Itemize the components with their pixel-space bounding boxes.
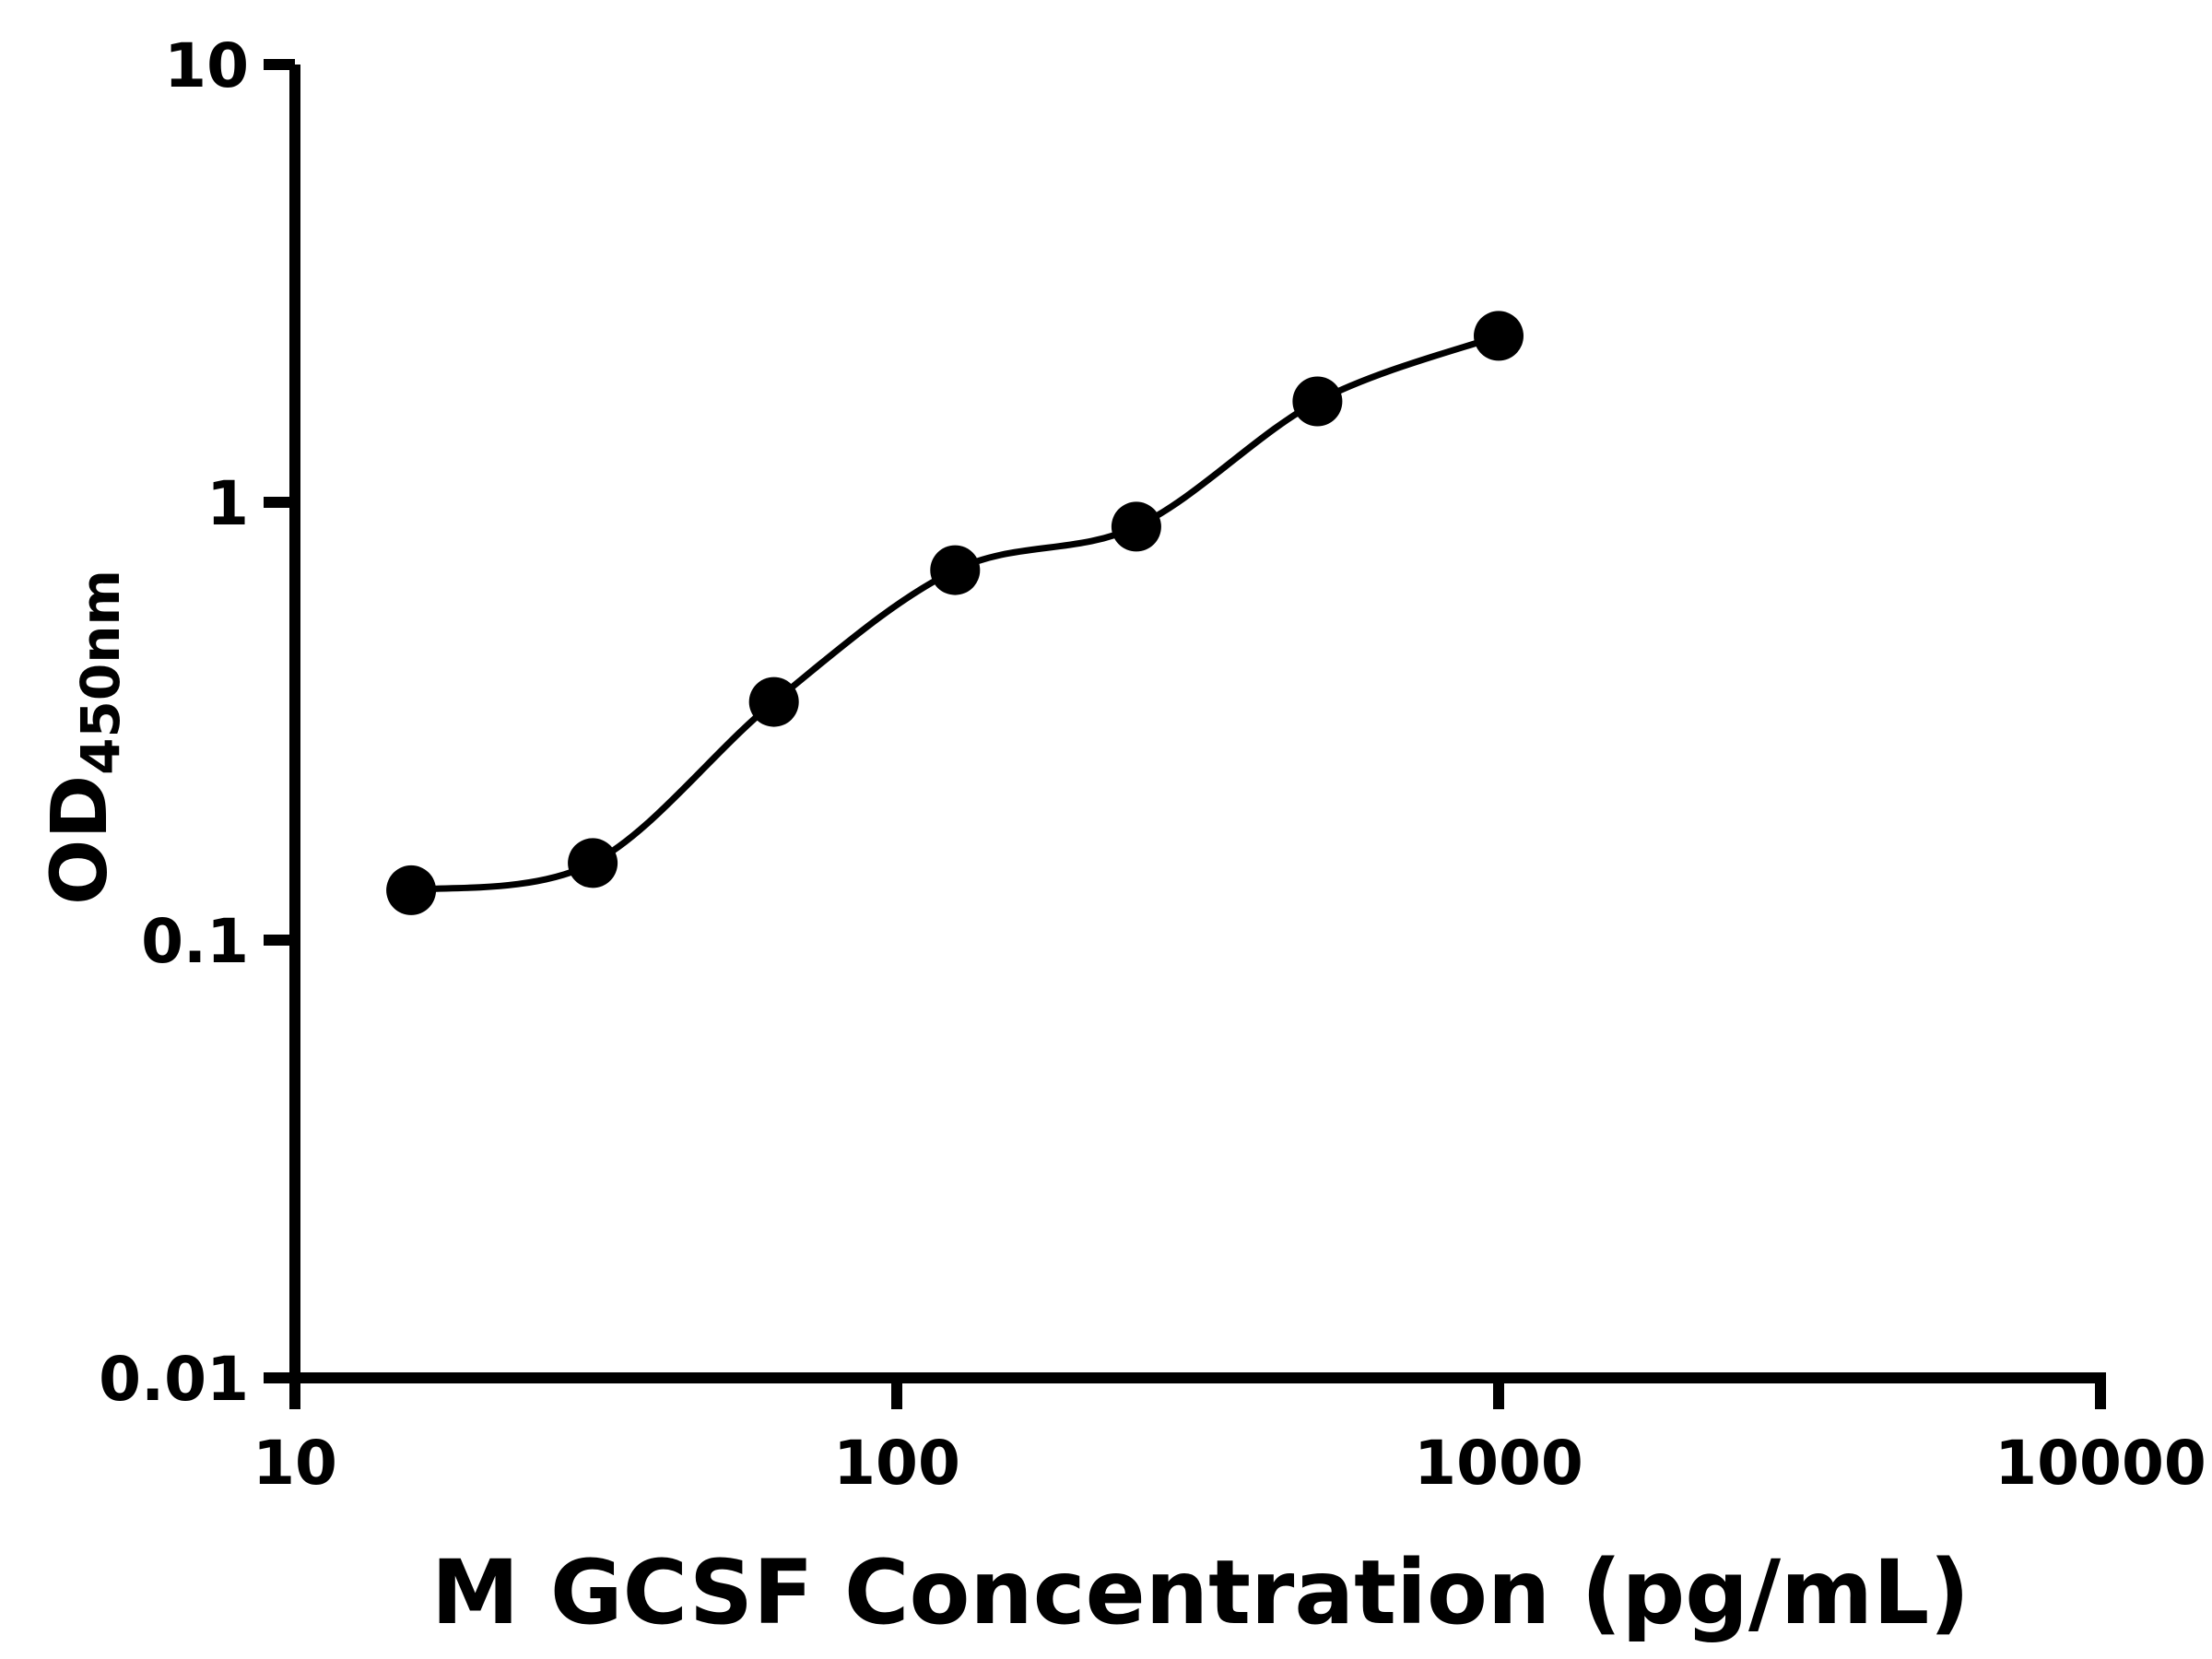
y-tick-label: 1 bbox=[206, 468, 249, 539]
data-point bbox=[1292, 376, 1343, 427]
y-tick-label: 0.01 bbox=[99, 1344, 249, 1415]
x-axis-title: M GCSF Concentration (pg/mL) bbox=[430, 1541, 1971, 1644]
fit-curve bbox=[410, 333, 1500, 894]
y-axis-label-main: OD bbox=[34, 774, 124, 905]
x-tick-label: 10 bbox=[253, 1428, 337, 1499]
y-tick-label: 10 bbox=[164, 30, 249, 101]
x-tick-label: 10000 bbox=[1994, 1428, 2206, 1499]
x-tick-label: 1000 bbox=[1414, 1428, 1583, 1499]
y-tick-label: 0.1 bbox=[141, 906, 249, 977]
data-point bbox=[748, 677, 799, 727]
x-tick-label: 100 bbox=[833, 1428, 960, 1499]
data-point bbox=[568, 838, 618, 888]
data-point bbox=[930, 545, 981, 595]
y-axis-label-subscript: 450nm bbox=[69, 570, 132, 775]
data-point bbox=[386, 865, 437, 915]
data-point bbox=[1111, 501, 1161, 552]
y-axis-label: OD450nm bbox=[34, 570, 132, 905]
data-point bbox=[1474, 311, 1524, 361]
